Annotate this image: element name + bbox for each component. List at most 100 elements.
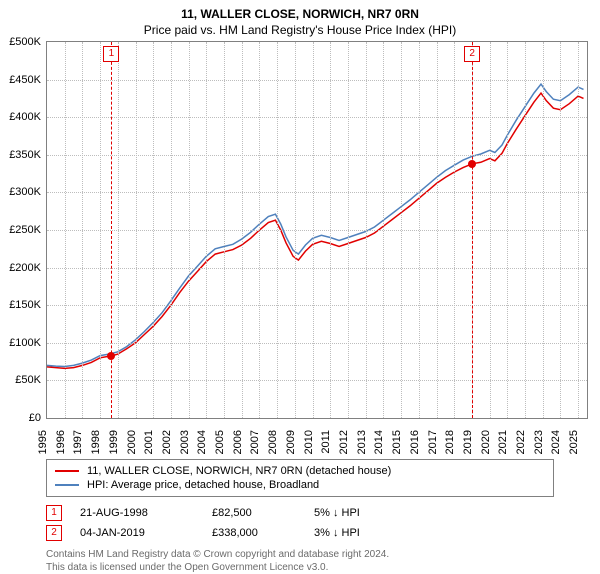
grid-v — [560, 42, 561, 418]
x-tick-label: 2018 — [444, 430, 456, 454]
x-tick-label: 2008 — [267, 430, 279, 454]
grid-v — [65, 42, 66, 418]
grid-v — [490, 42, 491, 418]
grid-v — [348, 42, 349, 418]
x-tick-label: 2005 — [214, 430, 226, 454]
grid-h — [47, 268, 587, 269]
x-tick-label: 2025 — [568, 430, 580, 454]
x-tick-label: 1996 — [55, 430, 67, 454]
event-box: 2 — [464, 46, 480, 62]
grid-v — [100, 42, 101, 418]
grid-h — [47, 380, 587, 381]
chart-area: £0£50K£100K£150K£200K£250K£300K£350K£400… — [46, 41, 588, 419]
grid-v — [437, 42, 438, 418]
event-row-price: £338,000 — [212, 527, 312, 539]
y-tick-label: £300K — [9, 186, 41, 198]
x-tick-label: 1999 — [108, 430, 120, 454]
event-row-diff: 5% ↓ HPI — [314, 507, 434, 519]
grid-v — [82, 42, 83, 418]
grid-h — [47, 155, 587, 156]
grid-v — [136, 42, 137, 418]
grid-h — [47, 192, 587, 193]
grid-v — [366, 42, 367, 418]
x-tick-label: 2000 — [126, 430, 138, 454]
plot-region: £0£50K£100K£150K£200K£250K£300K£350K£400… — [46, 41, 588, 419]
grid-v — [419, 42, 420, 418]
event-row-box: 2 — [46, 525, 62, 541]
grid-v — [525, 42, 526, 418]
y-tick-label: £400K — [9, 111, 41, 123]
legend-row: HPI: Average price, detached house, Broa… — [55, 478, 545, 492]
x-tick-label: 2009 — [285, 430, 297, 454]
series-hpi — [47, 84, 584, 366]
event-row-box: 1 — [46, 505, 62, 521]
x-tick-label: 2001 — [143, 430, 155, 454]
grid-h — [47, 343, 587, 344]
event-row-diff: 3% ↓ HPI — [314, 527, 434, 539]
x-tick-label: 2022 — [515, 430, 527, 454]
grid-v — [277, 42, 278, 418]
x-tick-label: 2004 — [196, 430, 208, 454]
x-tick-label: 2024 — [550, 430, 562, 454]
page-title: 11, WALLER CLOSE, NORWICH, NR7 0RN — [0, 0, 600, 21]
x-tick-label: 2012 — [338, 430, 350, 454]
grid-v — [454, 42, 455, 418]
grid-h — [47, 80, 587, 81]
grid-v — [543, 42, 544, 418]
grid-v — [507, 42, 508, 418]
y-tick-label: £250K — [9, 224, 41, 236]
grid-h — [47, 117, 587, 118]
events-table: 121-AUG-1998£82,5005% ↓ HPI204-JAN-2019£… — [46, 503, 554, 543]
grid-v — [118, 42, 119, 418]
event-vline — [111, 42, 112, 418]
legend-label: HPI: Average price, detached house, Broa… — [87, 479, 319, 491]
grid-v — [295, 42, 296, 418]
legend-swatch — [55, 470, 79, 472]
footnote-line-2: This data is licensed under the Open Gov… — [46, 562, 554, 574]
x-tick-label: 1997 — [72, 430, 84, 454]
footnote: Contains HM Land Registry data © Crown c… — [46, 549, 554, 574]
x-tick-label: 2015 — [391, 430, 403, 454]
event-row: 204-JAN-2019£338,0003% ↓ HPI — [46, 523, 554, 543]
x-tick-label: 2010 — [303, 430, 315, 454]
legend-row: 11, WALLER CLOSE, NORWICH, NR7 0RN (deta… — [55, 464, 545, 478]
page-subtitle: Price paid vs. HM Land Registry's House … — [0, 21, 600, 41]
x-tick-label: 2016 — [409, 430, 421, 454]
grid-h — [47, 230, 587, 231]
x-tick-label: 1998 — [90, 430, 102, 454]
x-tick-label: 2003 — [179, 430, 191, 454]
x-tick-label: 2014 — [373, 430, 385, 454]
x-tick-label: 2019 — [462, 430, 474, 454]
grid-v — [224, 42, 225, 418]
grid-v — [189, 42, 190, 418]
y-tick-label: £350K — [9, 149, 41, 161]
x-tick-label: 2020 — [480, 430, 492, 454]
x-tick-label: 2017 — [427, 430, 439, 454]
grid-v — [401, 42, 402, 418]
grid-v — [313, 42, 314, 418]
y-tick-label: £450K — [9, 74, 41, 86]
y-tick-label: £50K — [15, 374, 41, 386]
legend-box: 11, WALLER CLOSE, NORWICH, NR7 0RN (deta… — [46, 459, 554, 497]
grid-v — [153, 42, 154, 418]
grid-v — [171, 42, 172, 418]
grid-v — [242, 42, 243, 418]
x-tick-label: 2002 — [161, 430, 173, 454]
grid-v — [330, 42, 331, 418]
grid-h — [47, 305, 587, 306]
y-tick-label: £100K — [9, 337, 41, 349]
grid-v — [206, 42, 207, 418]
x-tick-label: 2013 — [356, 430, 368, 454]
y-tick-label: £500K — [9, 36, 41, 48]
x-tick-label: 2021 — [497, 430, 509, 454]
x-tick-label: 2011 — [320, 430, 332, 454]
event-row: 121-AUG-1998£82,5005% ↓ HPI — [46, 503, 554, 523]
y-tick-label: £150K — [9, 299, 41, 311]
grid-v — [259, 42, 260, 418]
event-marker — [107, 352, 115, 360]
grid-v — [383, 42, 384, 418]
event-row-date: 21-AUG-1998 — [80, 507, 210, 519]
x-tick-label: 2007 — [249, 430, 261, 454]
grid-v — [578, 42, 579, 418]
x-tick-label: 2023 — [533, 430, 545, 454]
